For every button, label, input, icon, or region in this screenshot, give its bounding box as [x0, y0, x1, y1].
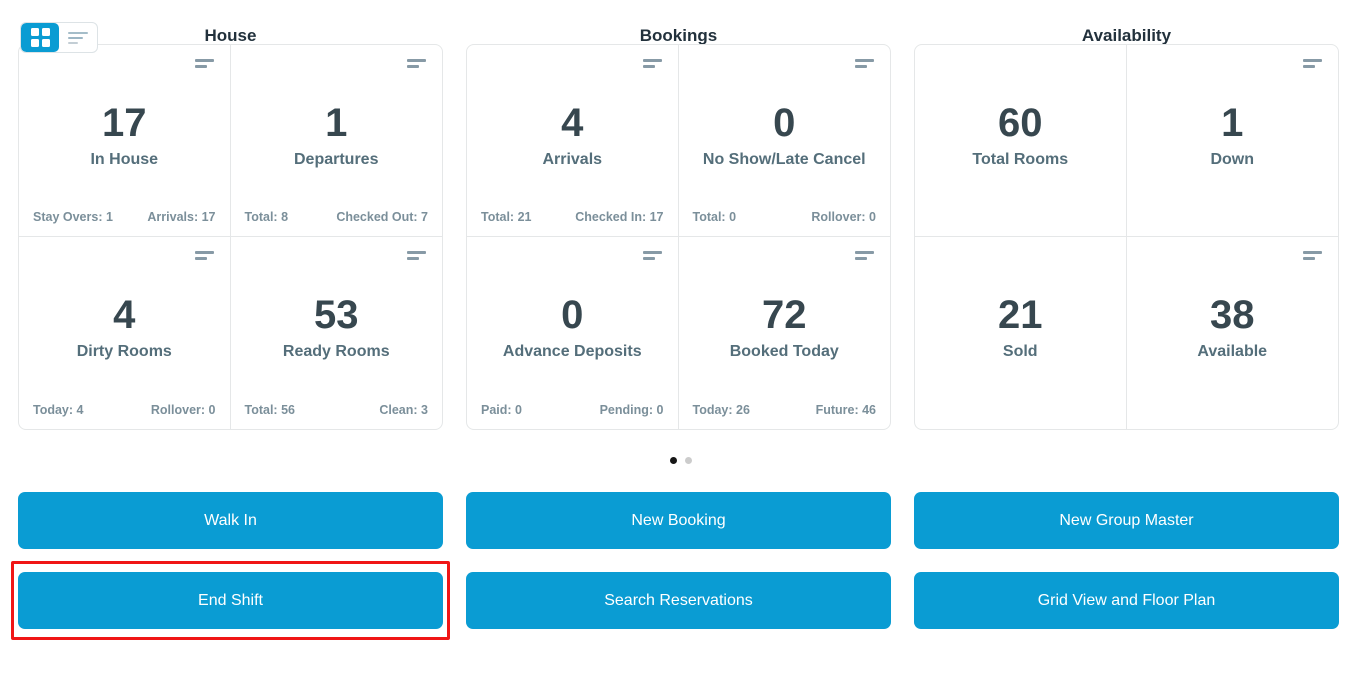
tile-value: 1 [1221, 101, 1244, 145]
tile-menu-icon[interactable] [1303, 251, 1322, 260]
button-column-house: Walk In End Shift [11, 492, 450, 640]
tile-sold[interactable]: 21 Sold [915, 237, 1127, 429]
tile-label: Ready Rooms [282, 343, 390, 360]
tile-value: 0 [561, 293, 584, 337]
tile-stat-right: Clean: 3 [379, 403, 428, 417]
tile-menu-icon[interactable] [642, 251, 662, 260]
list-view-button[interactable] [59, 23, 97, 52]
grid-view-button[interactable] [21, 23, 59, 52]
section-house: 17 In House Stay Overs: 1 Arrivals: 17 1… [18, 44, 443, 430]
tile-label: Advance Deposits [502, 343, 642, 360]
tile-stat-left: Total: 0 [692, 210, 737, 224]
tile-label: Down [1210, 151, 1255, 168]
tile-menu-icon[interactable] [855, 251, 874, 260]
red-highlight-annotation: End Shift [11, 561, 450, 640]
tile-available[interactable]: 38 Available [1127, 237, 1339, 429]
tile-value: 4 [561, 101, 584, 145]
tile-in-house[interactable]: 17 In House Stay Overs: 1 Arrivals: 17 [19, 45, 231, 237]
tile-value: 4 [113, 293, 136, 337]
action-buttons: Walk In End Shift New Booking Search Res… [11, 492, 1361, 640]
tile-value: 53 [314, 293, 359, 337]
tile-stat-left: Paid: 0 [481, 403, 522, 417]
section-title-house: House [204, 26, 257, 45]
tile-stat-right: Checked Out: 7 [336, 210, 428, 224]
tile-total-rooms[interactable]: 60 Total Rooms [915, 45, 1127, 237]
button-column-availability: New Group Master Grid View and Floor Pla… [914, 492, 1339, 629]
tile-booked-today[interactable]: 72 Booked Today Today: 26 Future: 46 [679, 237, 891, 429]
tile-value: 21 [998, 293, 1043, 337]
tile-label: Sold [1002, 343, 1038, 360]
tile-stat-right: Arrivals: 17 [147, 210, 216, 224]
tile-stat-left: Today: 26 [692, 403, 750, 417]
grid-tiles-icon [30, 28, 50, 47]
button-column-bookings: New Booking Search Reservations [466, 492, 891, 629]
new-booking-button[interactable]: New Booking [466, 492, 891, 549]
tile-value: 17 [102, 101, 147, 145]
tile-label: No Show/Late Cancel [702, 151, 866, 168]
tile-label: Arrivals [542, 151, 603, 168]
tile-stat-left: Today: 4 [33, 403, 84, 417]
pagination-dot-2[interactable] [684, 457, 692, 464]
tile-arrivals[interactable]: 4 Arrivals Total: 21 Checked In: 17 [467, 45, 679, 237]
pagination-dot-1[interactable] [669, 457, 677, 464]
grid-view-floor-plan-button[interactable]: Grid View and Floor Plan [914, 572, 1339, 629]
tile-no-show-late-cancel[interactable]: 0 No Show/Late Cancel Total: 0 Rollover:… [678, 45, 890, 237]
dashboard-tiles: 17 In House Stay Overs: 1 Arrivals: 17 1… [18, 44, 1361, 430]
tile-menu-icon[interactable] [1303, 59, 1322, 68]
tile-menu-icon[interactable] [407, 59, 426, 68]
tile-label: Booked Today [729, 343, 839, 360]
view-mode-toggle [20, 22, 98, 53]
tile-stat-right: Future: 46 [815, 403, 876, 417]
tile-stat-left: Total: 8 [244, 210, 289, 224]
tile-down[interactable]: 1 Down [1126, 45, 1338, 237]
tile-menu-icon[interactable] [407, 251, 426, 260]
tile-stat-right: Rollover: 0 [811, 210, 876, 224]
tile-value: 0 [773, 101, 796, 145]
tile-value: 60 [998, 101, 1043, 145]
tile-stat-right: Checked In: 17 [575, 210, 664, 224]
tile-menu-icon[interactable] [642, 59, 662, 68]
tile-label: Available [1197, 343, 1268, 360]
tile-ready-rooms[interactable]: 53 Ready Rooms Total: 56 Clean: 3 [231, 237, 443, 429]
section-bookings: 4 Arrivals Total: 21 Checked In: 17 0 No… [466, 44, 891, 430]
tile-departures[interactable]: 1 Departures Total: 8 Checked Out: 7 [230, 45, 442, 237]
tile-value: 72 [762, 293, 807, 337]
tile-value: 38 [1210, 293, 1255, 337]
tile-label: Dirty Rooms [76, 343, 172, 360]
walk-in-button[interactable]: Walk In [18, 492, 443, 549]
new-group-master-button[interactable]: New Group Master [914, 492, 1339, 549]
tile-menu-icon[interactable] [194, 59, 214, 68]
tile-label: Departures [294, 151, 379, 168]
tile-menu-icon[interactable] [194, 251, 214, 260]
section-title-bookings: Bookings [639, 26, 718, 45]
tile-menu-icon[interactable] [855, 59, 874, 68]
tile-label: Total Rooms [972, 151, 1069, 168]
tile-stat-left: Stay Overs: 1 [33, 210, 113, 224]
tile-advance-deposits[interactable]: 0 Advance Deposits Paid: 0 Pending: 0 [467, 237, 679, 429]
tile-stat-left: Total: 21 [481, 210, 532, 224]
tile-stat-right: Rollover: 0 [150, 403, 216, 417]
tile-value: 1 [325, 101, 348, 145]
carousel-pagination [0, 457, 1361, 464]
section-headers: House Bookings Availability [18, 0, 1361, 45]
tile-stat-right: Pending: 0 [599, 403, 664, 417]
tile-stat-left: Total: 56 [244, 403, 295, 417]
list-lines-icon [68, 29, 88, 47]
section-availability: 60 Total Rooms 1 Down 21 Sold 38 Availab… [914, 44, 1339, 430]
tile-label: In House [90, 151, 159, 168]
section-title-availability: Availability [1081, 26, 1172, 45]
end-shift-button[interactable]: End Shift [18, 572, 443, 629]
tile-dirty-rooms[interactable]: 4 Dirty Rooms Today: 4 Rollover: 0 [19, 237, 231, 429]
search-reservations-button[interactable]: Search Reservations [466, 572, 891, 629]
